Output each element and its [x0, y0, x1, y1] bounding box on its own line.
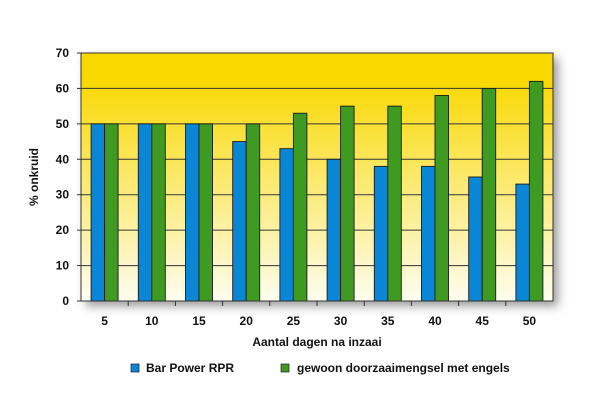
x-tick-label: 25 — [287, 314, 301, 328]
bar-gewoon — [292, 112, 308, 302]
legend: Bar Power RPR gewoon doorzaaimengsel met… — [130, 361, 510, 375]
x-tick-label: 45 — [476, 314, 490, 328]
bar-bar-power — [279, 148, 294, 302]
bar-bar-power — [232, 141, 247, 302]
y-tick-label: 10 — [56, 259, 70, 273]
y-tick-label: 30 — [56, 188, 70, 202]
x-tick-label: 40 — [428, 314, 442, 328]
y-tick-label: 50 — [56, 117, 70, 131]
x-tick-label: 15 — [192, 314, 206, 328]
bar-bar-power — [421, 165, 436, 302]
legend-label-gewoon: gewoon doorzaaimengsel met engels — [297, 361, 510, 375]
bar-bar-power — [137, 123, 153, 302]
y-tick-label: 0 — [62, 294, 69, 308]
legend-swatch-gewoon — [280, 363, 290, 373]
bar-bar-power — [326, 158, 342, 302]
y-tick-label: 70 — [56, 46, 70, 60]
legend-label-bar-power: Bar Power RPR — [146, 361, 234, 375]
bar-gewoon — [198, 123, 213, 302]
bar-gewoon — [434, 95, 449, 302]
x-tick-label: 10 — [145, 314, 159, 328]
x-tick-label: 5 — [101, 314, 108, 328]
bar-bar-power — [373, 165, 389, 302]
bar-gewoon — [387, 105, 402, 302]
y-axis-label: % onkruid — [27, 148, 41, 206]
bar-bar-power — [468, 176, 483, 302]
legend-swatch-bar-power — [130, 363, 140, 373]
bar-gewoon — [340, 105, 355, 302]
y-tick-label: 60 — [56, 81, 70, 95]
bar-bar-power — [515, 183, 530, 302]
bar-bar-power — [185, 123, 200, 302]
x-axis-label: Aantal dagen na inzaai — [252, 335, 381, 349]
x-tick-label: 50 — [523, 314, 537, 328]
x-tick-label: 35 — [381, 314, 395, 328]
bar-bar-power — [90, 123, 106, 302]
y-tick-label: 20 — [56, 223, 70, 237]
bar-gewoon — [104, 123, 119, 302]
bar-gewoon — [151, 123, 166, 302]
x-tick-label: 20 — [240, 314, 254, 328]
bar-gewoon — [528, 80, 544, 302]
bar-gewoon — [245, 123, 261, 302]
bar-gewoon — [481, 87, 497, 302]
x-tick-label: 30 — [334, 314, 348, 328]
y-tick-label: 40 — [56, 152, 70, 166]
